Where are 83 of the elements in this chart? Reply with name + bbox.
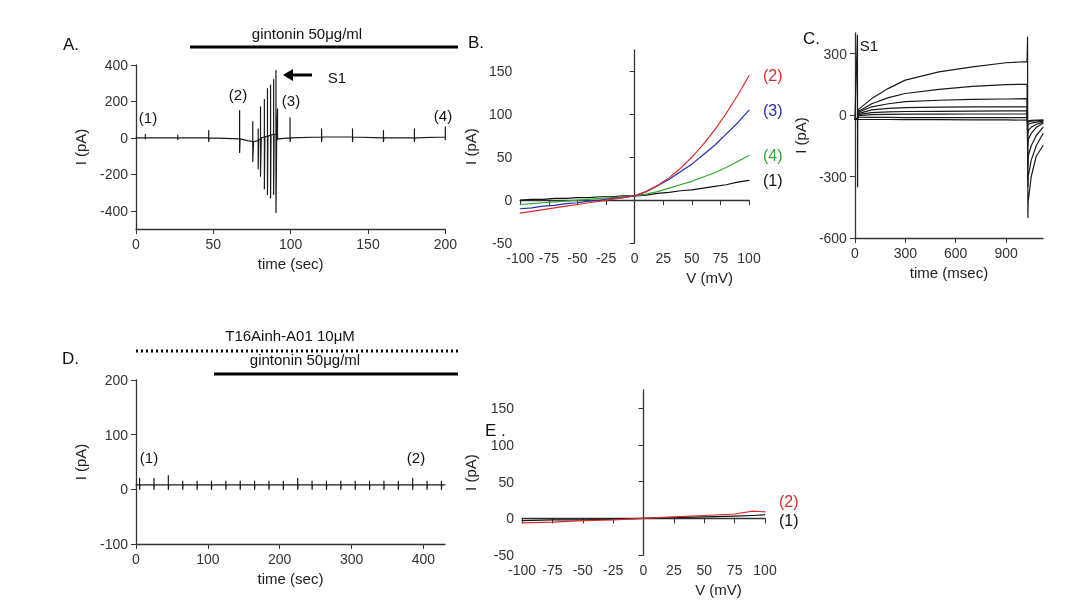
y-tick-label: 100: [490, 437, 515, 454]
x-tick-label: 100: [753, 562, 777, 579]
x-axis-title: V (mV): [686, 269, 733, 286]
x-tick-label: -25: [595, 250, 617, 267]
x-tick-label: 50: [684, 250, 700, 267]
y-tick-label: 100: [104, 426, 129, 443]
series-label: (2): [779, 493, 799, 511]
x-tick-label: 200: [268, 551, 292, 567]
x-axis-title: V (mV): [695, 581, 742, 598]
x-axis-title: time (sec): [257, 569, 324, 587]
chart-title: A.: [63, 35, 80, 54]
x-tick-label: 0: [639, 562, 648, 579]
y-axis-title: I (pA): [462, 454, 479, 491]
y-tick-label: -400: [99, 202, 129, 219]
x-axis-title: time (sec): [257, 254, 324, 272]
x-tick-label: -75: [538, 250, 560, 267]
x-tick-label: 0: [132, 551, 141, 567]
x-tick-label: 100: [196, 551, 220, 567]
x-tick-label: 25: [655, 250, 672, 267]
y-tick-label: 0: [504, 192, 513, 209]
series-label: (1): [779, 512, 799, 530]
annotation: (4): [433, 106, 453, 124]
x-tick-label: -75: [542, 562, 563, 579]
y-tick-label: -600: [818, 230, 848, 246]
x-tick-label: 50: [696, 562, 713, 579]
y-tick-label: 50: [498, 473, 515, 490]
y-axis-title: I (pA): [792, 117, 809, 154]
annotation: (1): [139, 448, 159, 466]
y-tick-label: -100: [99, 536, 129, 552]
x-tick-label: 900: [994, 245, 1018, 261]
x-tick-label: 0: [851, 245, 860, 261]
x-tick-label: 300: [339, 551, 364, 567]
annotation: (3): [281, 91, 301, 109]
series-label: (2): [763, 67, 783, 85]
y-axis-title: I (pA): [72, 128, 89, 166]
y-axis-title: I (pA): [462, 128, 479, 165]
x-tick-label: -50: [567, 250, 588, 267]
chart-title: B.: [468, 33, 485, 52]
y-tick-label: -200: [99, 166, 129, 183]
annotation: S1: [327, 68, 347, 86]
x-tick-label: 150: [356, 236, 380, 252]
series-label: (3): [763, 101, 783, 119]
annotation: (2): [406, 448, 426, 466]
series-label: (1): [763, 171, 783, 189]
y-tick-label: 100: [488, 106, 513, 123]
x-tick-label: 300: [893, 245, 918, 261]
chart-title: C.: [803, 29, 820, 48]
annotation: S1: [859, 36, 879, 54]
y-tick-label: 0: [506, 510, 515, 527]
text: gintonin 50μg/ml: [251, 24, 363, 42]
chart-title: D.: [62, 349, 79, 368]
y-axis-title: I (pA): [72, 443, 89, 481]
annotation: (1): [138, 108, 158, 126]
x-tick-label: 75: [726, 562, 743, 579]
x-tick-label: -25: [603, 562, 624, 579]
y-tick-label: 200: [104, 93, 129, 110]
annotation: (2): [228, 85, 248, 103]
text: T16Ainh-A01 10μM: [225, 326, 355, 344]
y-tick-label: 0: [120, 129, 129, 146]
y-tick-label: 0: [839, 107, 848, 123]
y-tick-label: 150: [488, 63, 513, 80]
x-tick-label: 600: [944, 245, 968, 261]
text: gintonin 50μg/ml: [249, 350, 361, 368]
x-tick-label: 0: [132, 236, 141, 252]
series-label: (4): [763, 147, 783, 165]
text: E .: [485, 421, 506, 440]
x-tick-label: 0: [630, 250, 639, 267]
x-tick-label: -50: [572, 562, 594, 579]
y-tick-label: 400: [104, 57, 129, 73]
x-tick-label: 400: [411, 551, 436, 567]
x-tick-label: 25: [666, 562, 682, 579]
x-tick-label: 100: [278, 236, 303, 252]
y-tick-label: -300: [818, 168, 848, 185]
x-tick-label: 200: [433, 236, 458, 252]
y-tick-label: 150: [490, 400, 515, 417]
y-tick-label: 0: [120, 481, 129, 498]
x-tick-label: 100: [737, 250, 761, 267]
y-tick-label: 200: [104, 372, 129, 388]
y-tick-label: 300: [823, 45, 848, 62]
y-tick-label: 50: [496, 149, 513, 166]
x-axis-title: time (msec): [909, 263, 989, 281]
x-tick-label: 75: [712, 250, 729, 267]
x-tick-label: 50: [205, 236, 222, 252]
